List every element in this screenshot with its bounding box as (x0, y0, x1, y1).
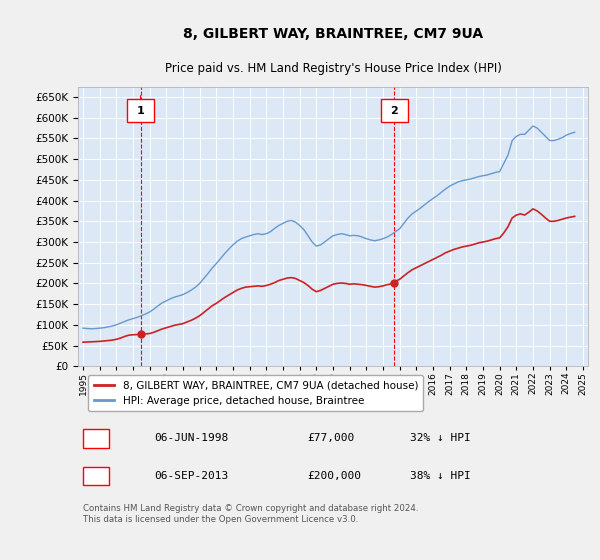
Text: 06-JUN-1998: 06-JUN-1998 (155, 433, 229, 444)
Legend: 8, GILBERT WAY, BRAINTREE, CM7 9UA (detached house), HPI: Average price, detache: 8, GILBERT WAY, BRAINTREE, CM7 9UA (deta… (88, 375, 424, 411)
FancyBboxPatch shape (127, 99, 154, 122)
Text: 2: 2 (390, 106, 398, 116)
FancyBboxPatch shape (381, 99, 407, 122)
FancyBboxPatch shape (83, 429, 109, 448)
Text: 2: 2 (92, 471, 100, 481)
FancyBboxPatch shape (83, 466, 109, 486)
Text: £200,000: £200,000 (308, 471, 361, 481)
Text: 8, GILBERT WAY, BRAINTREE, CM7 9UA: 8, GILBERT WAY, BRAINTREE, CM7 9UA (183, 27, 483, 41)
Text: Price paid vs. HM Land Registry's House Price Index (HPI): Price paid vs. HM Land Registry's House … (164, 62, 502, 75)
Text: Contains HM Land Registry data © Crown copyright and database right 2024.
This d: Contains HM Land Registry data © Crown c… (83, 504, 419, 524)
Text: 32% ↓ HPI: 32% ↓ HPI (409, 433, 470, 444)
Text: 38% ↓ HPI: 38% ↓ HPI (409, 471, 470, 481)
Text: £77,000: £77,000 (308, 433, 355, 444)
Text: 06-SEP-2013: 06-SEP-2013 (155, 471, 229, 481)
Text: 1: 1 (92, 433, 100, 444)
Text: 1: 1 (137, 106, 145, 116)
